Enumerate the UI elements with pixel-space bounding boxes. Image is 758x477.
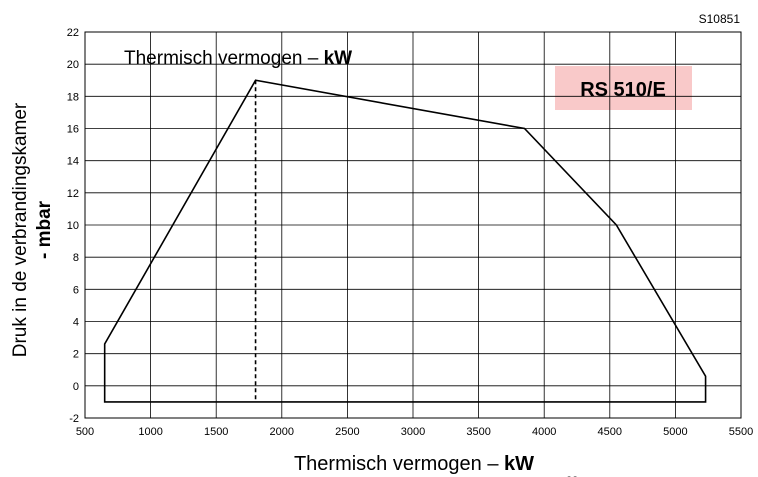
- y-tick-label: 4: [73, 317, 79, 329]
- y-tick-label: 22: [67, 27, 79, 39]
- x-label-text: Thermisch vermogen –: [294, 453, 504, 475]
- x-tick-label: 5000: [663, 426, 687, 438]
- y-tick-label: 6: [73, 284, 79, 296]
- badge: RS 510/E: [580, 79, 666, 101]
- inner-title-text: Thermisch vermogen –: [124, 48, 324, 69]
- y-tick-label: 16: [67, 124, 79, 136]
- x-label-unit: kW: [504, 453, 534, 475]
- y-tick-label: 10: [67, 220, 79, 232]
- y-axis-label: Druk in de verbrandingskamer: [10, 102, 31, 357]
- x-tick-label: 2000: [270, 426, 294, 438]
- x-tick-label: 4000: [532, 426, 556, 438]
- inner-title: Thermisch vermogen – kW: [124, 48, 352, 69]
- x-tick-label: 4500: [598, 426, 622, 438]
- x-axis-label: Thermisch vermogen – kW: [294, 453, 534, 475]
- y-tick-label: 14: [67, 156, 79, 168]
- y-axis-unit: - mbar: [34, 200, 55, 259]
- envelope: [103, 79, 707, 403]
- x-tick-label: 5500: [729, 426, 753, 438]
- plot-frame: [84, 31, 742, 419]
- x-tick-label: 2500: [335, 426, 359, 438]
- y-tick-label: -2: [69, 413, 79, 425]
- y-tick-label: 18: [67, 91, 79, 103]
- y-tick-label: 12: [67, 188, 79, 200]
- badge-box: [555, 66, 692, 110]
- inner-title-unit: kW: [324, 48, 353, 69]
- x-tick-label: 3500: [466, 426, 490, 438]
- x-tick-label: 1500: [204, 426, 228, 438]
- y-tick-label: 20: [67, 59, 79, 71]
- x-tick-label: 3000: [401, 426, 425, 438]
- x-tick-label: 1000: [138, 426, 162, 438]
- x-tick-label: 500: [76, 426, 94, 438]
- code: S10851: [699, 12, 741, 26]
- y-tick-label: 8: [73, 252, 79, 264]
- y-tick-label: 2: [73, 349, 79, 361]
- y-tick-label: 0: [73, 381, 79, 393]
- page-number: 23: [566, 475, 578, 477]
